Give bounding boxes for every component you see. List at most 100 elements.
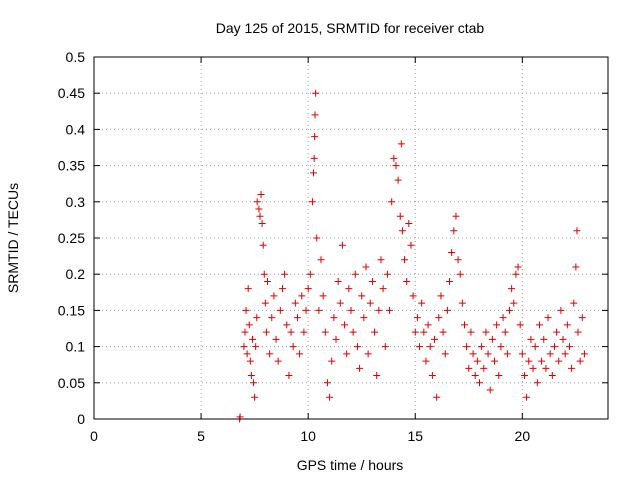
data-point: [250, 379, 258, 387]
data-point: [259, 241, 267, 249]
data-point: [270, 292, 278, 300]
data-point: [557, 306, 565, 314]
data-point: [260, 270, 268, 278]
data-point: [523, 393, 531, 401]
data-point: [478, 343, 486, 351]
y-tick-label: 0.3: [66, 194, 86, 210]
data-point: [544, 314, 552, 322]
data-point: [471, 372, 479, 380]
data-point: [379, 285, 387, 293]
data-point: [535, 321, 543, 329]
x-tick-label: 5: [197, 428, 205, 444]
data-point: [319, 292, 327, 300]
data-point: [306, 270, 314, 278]
data-point: [256, 212, 264, 220]
data-point: [573, 227, 581, 235]
data-point: [503, 350, 511, 358]
data-point: [356, 364, 364, 372]
data-point: [377, 256, 385, 264]
data-point: [559, 335, 567, 343]
data-point: [505, 306, 513, 314]
y-tick-label: 0.5: [66, 49, 86, 65]
data-point: [283, 321, 291, 329]
data-point: [281, 270, 289, 278]
data-point: [396, 212, 404, 220]
data-point: [525, 357, 533, 365]
y-tick-label: 0: [77, 411, 85, 427]
data-point: [533, 379, 541, 387]
data-point: [362, 263, 370, 271]
data-point: [561, 350, 569, 358]
y-tick-label: 0.1: [66, 339, 86, 355]
data-point: [540, 335, 548, 343]
data-point: [458, 299, 466, 307]
data-point: [580, 350, 588, 358]
data-point: [375, 306, 383, 314]
data-point: [328, 357, 336, 365]
y-tick-label: 0.25: [58, 230, 85, 246]
y-tick-label: 0.2: [66, 266, 86, 282]
data-point: [563, 321, 571, 329]
data-point: [330, 314, 338, 322]
data-point: [313, 234, 321, 242]
data-point: [298, 292, 306, 300]
data-point: [390, 154, 398, 162]
data-point: [403, 277, 411, 285]
data-point: [473, 357, 481, 365]
y-tick-label: 0.45: [58, 85, 85, 101]
data-point: [450, 227, 458, 235]
data-point: [291, 299, 299, 307]
data-point: [253, 198, 261, 206]
data-point: [418, 299, 426, 307]
data-point: [248, 335, 256, 343]
data-point: [366, 299, 374, 307]
data-point: [578, 314, 586, 322]
data-point: [358, 292, 366, 300]
data-point: [488, 335, 496, 343]
data-point: [495, 372, 503, 380]
data-point: [520, 372, 528, 380]
data-point: [531, 343, 539, 351]
y-tick-label: 0.05: [58, 375, 85, 391]
data-point: [287, 328, 295, 336]
data-point: [326, 393, 334, 401]
data-point: [508, 285, 516, 293]
data-point: [311, 111, 319, 119]
data-point: [368, 277, 376, 285]
data-point: [548, 372, 556, 380]
data-point: [293, 314, 301, 322]
data-point: [465, 364, 473, 372]
data-point: [347, 306, 355, 314]
data-point: [296, 350, 304, 358]
data-point: [274, 357, 282, 365]
data-point: [247, 372, 255, 380]
data-point: [441, 350, 449, 358]
data-point: [456, 270, 464, 278]
data-point: [371, 328, 379, 336]
data-point: [426, 343, 434, 351]
data-point: [386, 306, 394, 314]
data-point: [448, 248, 456, 256]
grid-lines: [94, 57, 608, 419]
data-point: [388, 198, 396, 206]
data-point: [529, 364, 537, 372]
y-tick-label: 0.4: [66, 121, 86, 137]
data-point: [452, 212, 460, 220]
data-point: [572, 263, 580, 271]
x-tick-label: 15: [407, 428, 423, 444]
data-point: [349, 328, 357, 336]
data-point: [312, 89, 320, 97]
data-point: [251, 393, 259, 401]
data-point: [546, 350, 554, 358]
data-point: [240, 343, 248, 351]
data-point: [482, 328, 490, 336]
data-point: [272, 335, 280, 343]
data-point: [289, 343, 297, 351]
data-point: [276, 306, 284, 314]
data-point: [486, 386, 494, 394]
data-points: [236, 89, 588, 423]
data-point: [364, 350, 372, 358]
y-axis-label: SRMTID / TECUs: [5, 183, 21, 293]
data-point: [392, 162, 400, 170]
data-point: [576, 357, 584, 365]
